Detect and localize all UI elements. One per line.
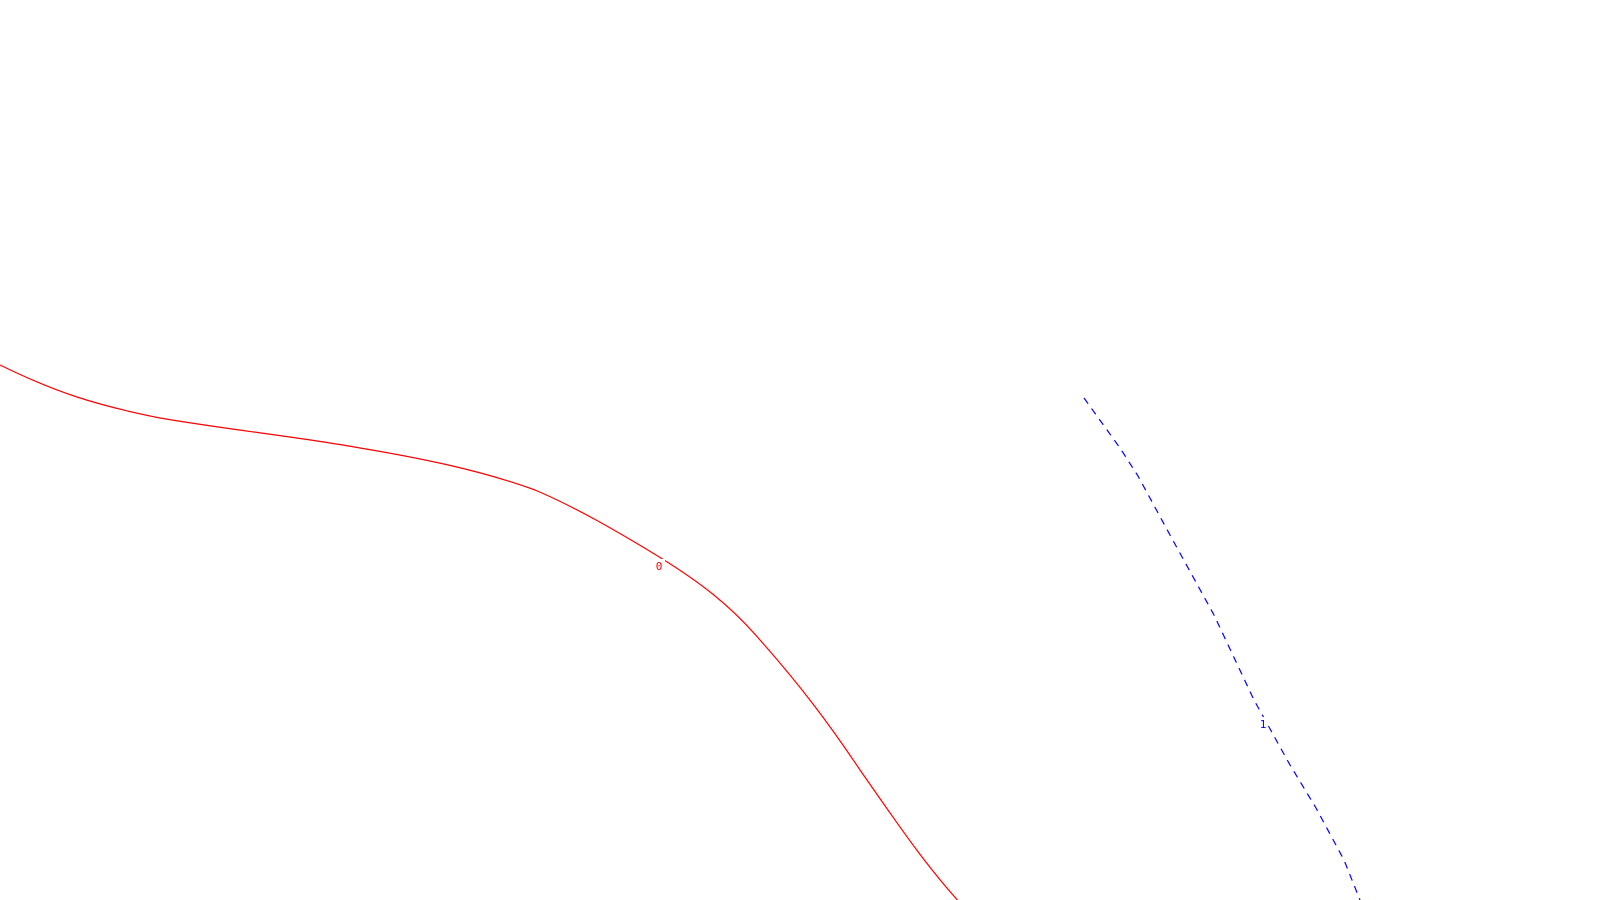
contour-label-1: 1 — [1260, 718, 1267, 731]
contour-label-0: 0 — [656, 560, 663, 573]
contour-line-1 — [1083, 397, 1361, 900]
contour-line-1-group: 1 — [1083, 397, 1361, 900]
contour-line-0-group: 0 — [0, 364, 959, 900]
contour-line-0 — [0, 364, 959, 900]
contour-label-0-bg — [652, 559, 665, 572]
contour-label-1-bg — [1257, 717, 1268, 730]
